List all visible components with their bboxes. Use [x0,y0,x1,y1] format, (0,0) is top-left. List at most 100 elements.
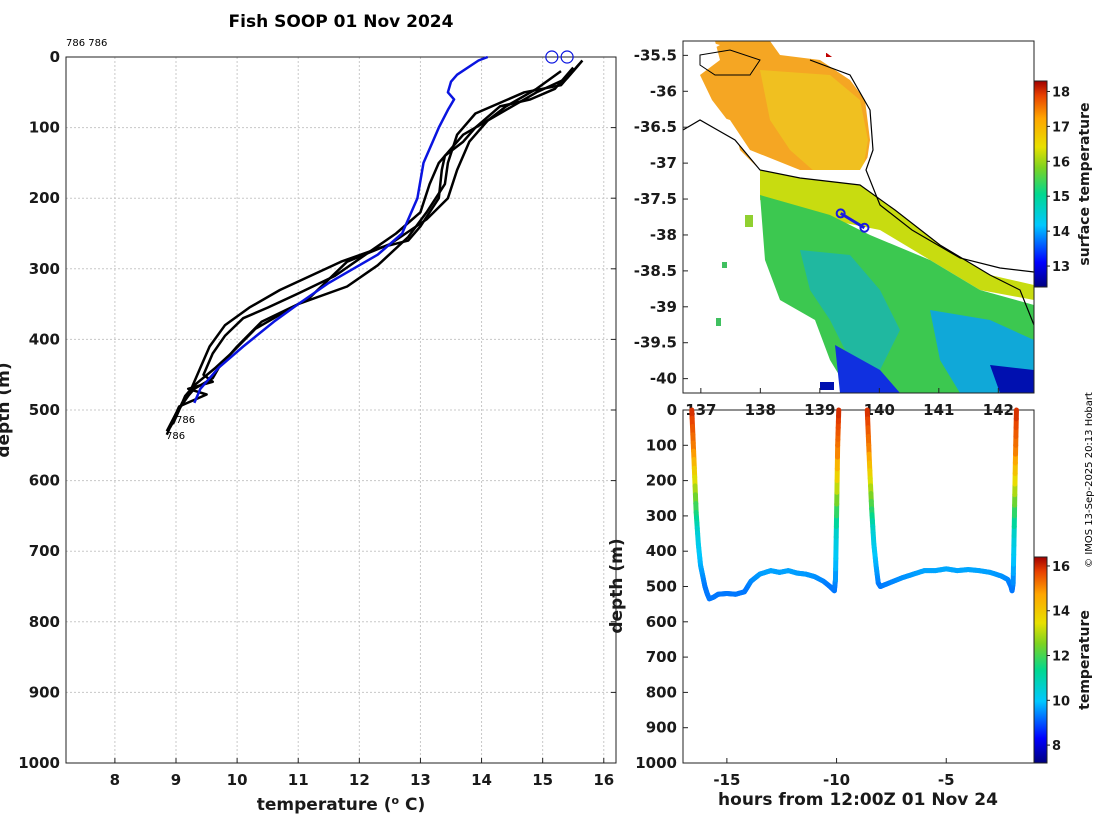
profile-series [165,55,584,436]
pixel-cluster [745,215,753,227]
land-mainland [683,41,1034,285]
series-line-climatology [193,55,489,404]
section-y-tick-label: 500 [646,578,677,596]
section-y-tick-label: 0 [667,401,677,419]
surface-marker [560,50,574,64]
profile-y-tick-label: 1000 [18,754,60,772]
section-y-tick-label: 800 [646,683,677,701]
profile-y-tick-label: 200 [29,189,60,207]
sst-colorbar-tick-label: 16 [1052,155,1070,170]
teal-patch-1 [800,250,900,370]
profile-x-tick-label: 14 [471,771,492,789]
profile-x-tick-label: 10 [227,771,248,789]
surface-markers [545,50,574,64]
section-y-tick-label: 900 [646,719,677,737]
sst-field [683,41,1034,393]
section-y-tick-label: 400 [646,542,677,560]
series-line-profile-2 [171,59,584,425]
profile-grid [66,56,616,764]
profile-y-axis-label: depth (m) [0,362,14,457]
section-x-ticks: -15 -10 -5 [713,758,955,789]
sst-colorbar-frame [1033,80,1048,288]
profile-y-tick-label: 100 [29,119,60,137]
gulf-coast [699,49,761,76]
shelf-edge [809,59,1034,273]
profile-x-tick-label: 8 [110,771,120,789]
temp-colorbar-tick-label: 16 [1052,560,1070,575]
profile-y-tick-label: 400 [29,330,60,348]
section-y-axis-label: depth (m) [607,538,627,633]
map-lat-tick-label: -38.5 [634,262,677,280]
profile-x-tick-label: 12 [349,771,370,789]
section-dives [689,407,1019,602]
section-x-axis-label: hours from 12:00Z 01 Nov 24 [718,790,998,810]
section-frame [682,409,1035,764]
series-line-profile-1 [168,63,581,429]
profile-y-tick-label: 900 [29,683,60,701]
bottom-annotation-2: 786 [166,431,185,442]
warm-yellow-region [760,70,868,175]
profile-y-tick-label: 800 [29,613,60,631]
temp-colorbar-tick-label: 14 [1052,605,1070,620]
section-x-tick-label: -5 [938,771,955,789]
profile-x-tick-label: 15 [532,771,553,789]
temp-colorbar-frame [1033,556,1048,764]
surface-marker [545,50,559,64]
map-lat-tick-label: -36.5 [634,118,677,136]
mid-yellow-band [760,170,1034,300]
coastline [683,119,1034,326]
temp-colorbar-ticks: 8 10 12 14 16 [1047,560,1070,754]
profile-y-tick-label: 0 [50,48,60,66]
cold-patch-2 [990,365,1034,393]
map-lat-tick-label: -37.5 [634,190,677,208]
map-lat-tick-label: -38 [650,226,677,244]
top-annotation: 786 786 [66,38,107,49]
map-lat-tick-label: -37 [650,154,677,172]
pixel-cluster [722,262,727,268]
profile-y-tick-label: 500 [29,401,60,419]
section-y-tick-label: 700 [646,648,677,666]
temp-colorbar [1034,557,1047,763]
section-y-ticks: 0 100 200 300 400 500 600 700 800 900 1000 [635,401,688,772]
section-y-tick-label: 1000 [635,754,677,772]
map-panel: -35.5 -36 -36.5 -37 -37.5 -38 -38.5 -39 -39.5 -40… [634,40,1093,419]
profile-y-ticks: 0 100 200 300 400 500 600 700 800 900 1000 [18,48,616,772]
profile-y-tick-label: 600 [29,472,60,490]
profile-panel: 0 100 200 300 400 500 600 700 800 900 1000 8 9 10 11 1… [0,12,617,815]
vessel-track [835,208,870,233]
temp-colorbar-tick-label: 8 [1052,739,1061,754]
section-y-tick-label: 200 [646,472,677,490]
pixel-cluster [820,382,834,390]
map-lat-tick-label: -35.5 [634,46,677,64]
sst-colorbar-ticks: 13 14 15 16 17 18 [1047,85,1070,275]
profile-plot-frame [65,56,617,764]
profile-x-ticks: 8 9 10 11 12 13 14 15 16 [110,758,614,789]
map-lat-tick-label: -39 [650,298,677,316]
temp-colorbar-tick-label: 12 [1052,650,1070,665]
sst-colorbar-tick-label: 17 [1052,120,1070,135]
sst-colorbar-tick-label: 15 [1052,190,1070,205]
section-y-tick-label: 100 [646,436,677,454]
land-island [683,41,720,65]
map-lat-tick-label: -39.5 [634,334,677,352]
profile-x-tick-label: 13 [410,771,431,789]
profile-x-tick-label: 11 [288,771,309,789]
temp-colorbar-label: temperature [1077,610,1093,710]
map-latitude-ticks: -35.5 -36 -36.5 -37 -37.5 -38 -38.5 -39 -39.5 -40 [634,46,688,388]
sst-colorbar-tick-label: 14 [1052,225,1070,240]
section-x-tick-label: -10 [823,771,850,789]
map-lat-tick-label: -36 [650,82,677,100]
chart-title: Fish SOOP 01 Nov 2024 [229,12,454,32]
profile-y-tick-label: 300 [29,260,60,278]
section-y-tick-label: 300 [646,507,677,525]
profile-x-tick-label: 9 [171,771,181,789]
series-line-profile-3 [165,66,575,432]
cold-patch [835,345,900,393]
profile-y-tick-label: 700 [29,542,60,560]
profile-x-axis-label: temperature (o C) [257,794,426,815]
section-y-tick-label: 600 [646,613,677,631]
sst-colorbar-tick-label: 13 [1052,260,1070,275]
imos-watermark: © IMOS 13-Sep-2025 20:13 Hobart [1084,392,1095,568]
